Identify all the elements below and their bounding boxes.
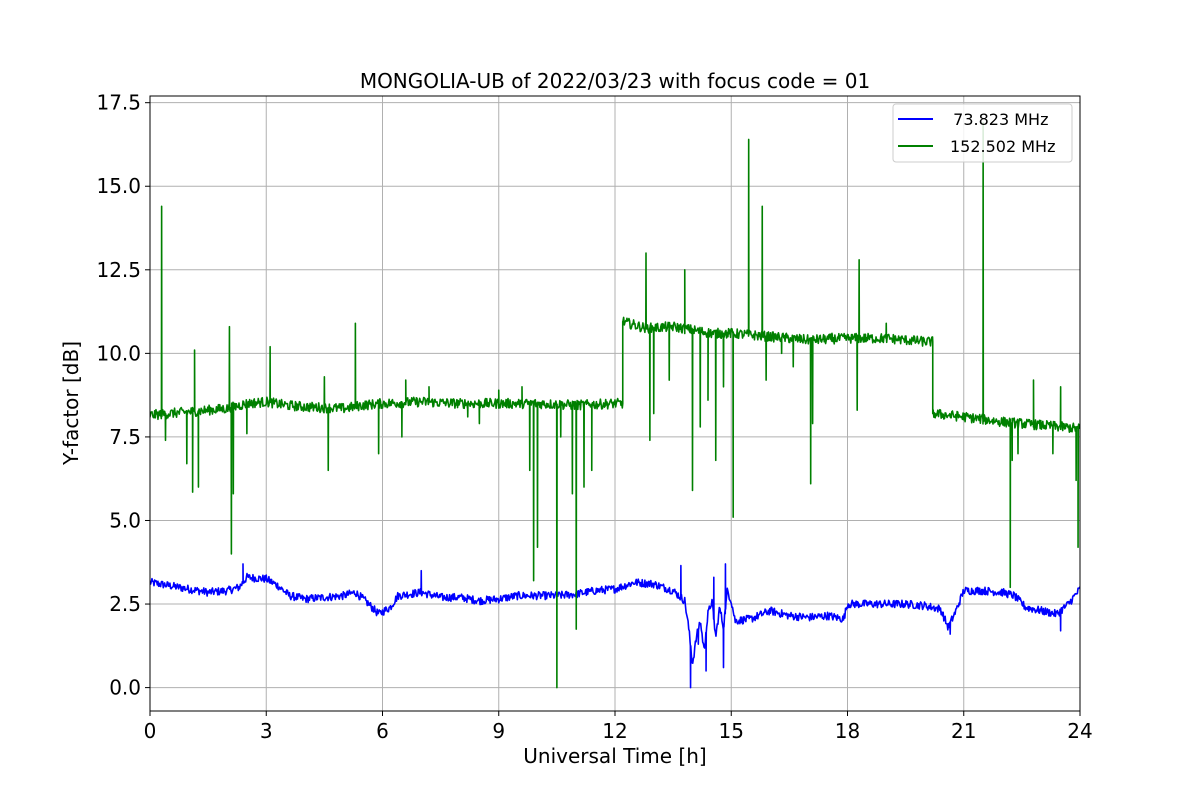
- x-tick-label: 9: [492, 719, 505, 743]
- x-tick-label: 15: [719, 719, 744, 743]
- x-tick-label: 21: [951, 719, 976, 743]
- series-line-2: [150, 121, 1080, 689]
- y-tick-label: 0.0: [109, 676, 141, 700]
- y-tick-label: 5.0: [109, 508, 141, 532]
- y-tick-label: 7.5: [109, 425, 141, 449]
- y-tick-label: 17.5: [96, 91, 141, 115]
- y-tick-label: 12.5: [96, 258, 141, 282]
- y-tick-label: 10.0: [96, 341, 141, 365]
- x-tick-label: 6: [376, 719, 389, 743]
- x-tick-label: 0: [144, 719, 157, 743]
- legend-label-series-2: 152.502 MHz: [950, 137, 1055, 156]
- y-tick-label: 15.0: [96, 174, 141, 198]
- y-axis-label: Y-factor [dB]: [59, 341, 83, 466]
- legend-label-series-1: 73.823 MHz: [943, 110, 1048, 129]
- x-tick-label: 3: [260, 719, 273, 743]
- legend: 73.823 MHz 152.502 MHz: [892, 103, 1073, 163]
- series-line-1: [150, 563, 1080, 689]
- legend-box: [892, 103, 1073, 163]
- series-layer: [150, 121, 1080, 689]
- x-axis-label: Universal Time [h]: [523, 744, 706, 768]
- ticks: 0 3 6 9 12 15 18 21 24 0.0 2.5 5.0 7.5 10.0 12.5 15.0 17…: [96, 91, 1092, 743]
- x-tick-label: 12: [602, 719, 627, 743]
- x-tick-label: 18: [835, 719, 860, 743]
- y-tick-label: 2.5: [109, 592, 141, 616]
- chart-title: MONGOLIA-UB of 2022/03/23 with focus cod…: [360, 69, 870, 93]
- x-tick-label: 24: [1067, 719, 1092, 743]
